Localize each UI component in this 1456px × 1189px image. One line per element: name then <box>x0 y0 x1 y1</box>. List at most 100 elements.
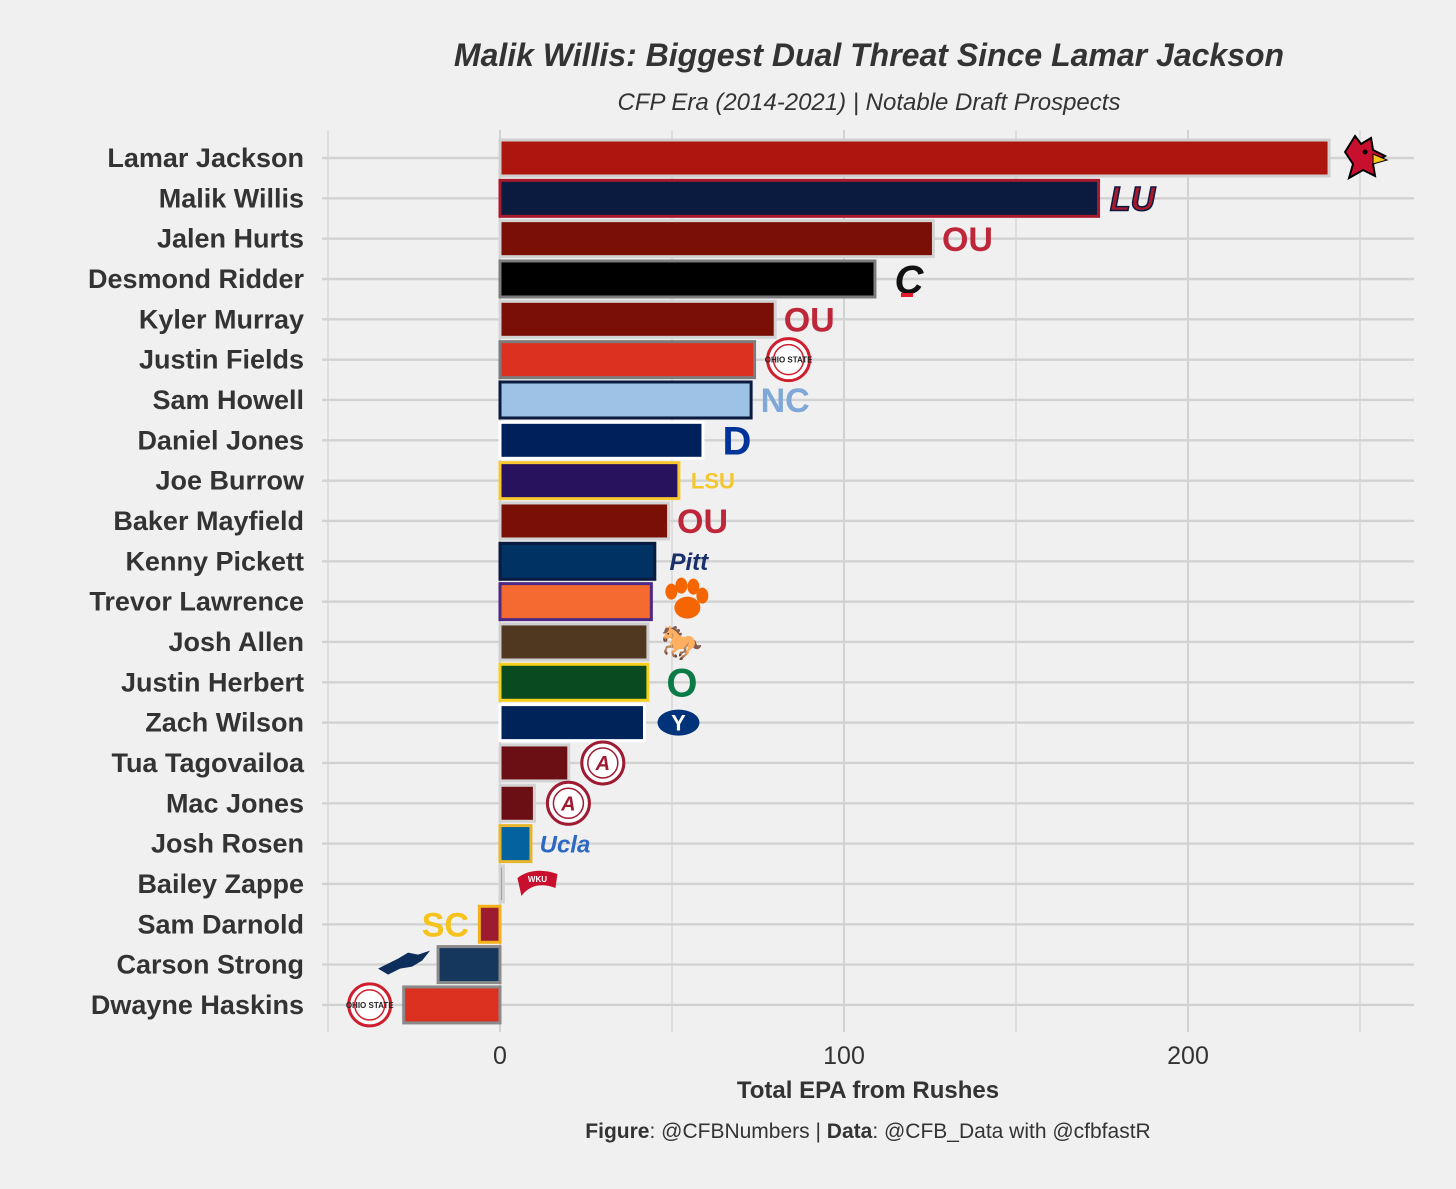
bar-kenny-pickett <box>498 541 657 581</box>
pitt-logo: Pitt <box>669 549 709 576</box>
logo-text: D <box>723 420 752 464</box>
logo-text: O <box>666 662 697 706</box>
logo-text: NC <box>761 382 810 420</box>
louisville-cardinal-logo <box>1343 134 1389 181</box>
logo-accent <box>900 292 913 297</box>
logo-paw-toe <box>696 587 709 604</box>
logos-group: LU OU C OU OHIO STATE NCD LSU OU Pitt 🐎OY AA Ucla WK… <box>346 134 1389 1028</box>
y-tick-label: Bailey Zappe <box>137 869 304 899</box>
y-tick-label: Kyler Murray <box>139 304 304 334</box>
y-tick-label: Justin Fields <box>139 345 304 375</box>
bar-joe-burrow <box>498 461 681 501</box>
y-tick-label: Jalen Hurts <box>157 224 304 254</box>
oklahoma-ou-logo: OU <box>784 302 835 340</box>
y-tick-label: Zach Wilson <box>145 708 304 738</box>
bar-dwayne-haskins <box>402 985 502 1025</box>
logo-text: LSU <box>691 469 735 494</box>
bar-jalen-hurts <box>498 219 935 259</box>
y-tick-label: Desmond Ridder <box>88 264 305 294</box>
logo-text: SC <box>422 907 469 945</box>
caption-data-value: : @CFB_Data with @cfbfastR <box>872 1120 1150 1143</box>
logo-paw-toe <box>687 578 700 595</box>
usc-sc-logo: SC <box>422 907 469 945</box>
logo-paw-toe <box>675 577 688 594</box>
chart-title: Malik Willis: Biggest Dual Threat Since … <box>454 37 1284 73</box>
bar-josh-allen <box>498 622 650 662</box>
bar-desmond-ridder <box>498 259 877 299</box>
byu-y-logo: Y <box>657 709 700 736</box>
cincinnati-c-logo: C <box>895 258 925 302</box>
y-tick-label: Dwayne Haskins <box>91 990 304 1020</box>
wyoming-bucking-horse-logo: 🐎 <box>661 624 703 662</box>
ohio-state-logo: OHIO STATE <box>346 982 394 1028</box>
caption-figure-value: : @CFBNumbers | <box>649 1120 826 1143</box>
y-axis-labels: Lamar Jackson Malik Willis Jalen Hurts Desm… <box>88 143 305 1020</box>
caption-data-label: Data <box>827 1120 873 1143</box>
logo-text: OU <box>677 503 728 541</box>
y-tick-label: Sam Darnold <box>137 909 304 939</box>
y-tick-label: Kenny Pickett <box>125 546 304 576</box>
logo-inner-ring <box>587 747 619 779</box>
bar-baker-mayfield <box>498 501 671 541</box>
y-tick-label: Tua Tagovailoa <box>111 748 305 778</box>
logo-text: Pitt <box>669 549 709 576</box>
bar-tua-tagovailoa <box>498 743 571 783</box>
bar-justin-herbert <box>498 662 650 702</box>
y-tick-label: Mac Jones <box>166 788 304 818</box>
x-axis-label: Total EPA from Rushes <box>737 1077 999 1104</box>
bar-sam-darnold <box>477 904 502 944</box>
y-tick-label: Lamar Jackson <box>107 143 304 173</box>
bar-justin-fields <box>498 340 757 380</box>
bar-bailey-zappe <box>498 864 505 904</box>
x-axis-tick-labels: 0 100 200 <box>493 1042 1209 1070</box>
caption: Figure: @CFBNumbers | Data: @CFB_Data wi… <box>585 1120 1150 1143</box>
logo-text: OHIO STATE <box>765 356 813 365</box>
logo-inner-ring <box>552 787 585 820</box>
chart-subtitle: CFP Era (2014-2021) | Notable Draft Pros… <box>618 89 1121 116</box>
logo-text: LU <box>1110 181 1157 219</box>
logo-text: Ucla <box>540 831 591 858</box>
logo-text: OHIO STATE <box>346 1001 394 1010</box>
y-tick-label: Malik Willis <box>159 183 304 213</box>
logo-inner-ring <box>353 989 386 1021</box>
liberty-lu-logo: LU <box>1109 180 1157 220</box>
bar-zach-wilson <box>498 703 646 743</box>
x-tick-label: 100 <box>823 1042 865 1070</box>
bar-mac-jones <box>498 783 536 823</box>
clemson-paw-logo <box>665 577 709 619</box>
oklahoma-ou-logo: OU <box>942 221 993 259</box>
bar-sam-howell <box>498 380 753 420</box>
bar-trevor-lawrence <box>498 582 653 622</box>
logo-oval <box>657 709 700 736</box>
logo-paw-toe <box>665 583 678 600</box>
y-tick-label: Sam Howell <box>152 385 304 415</box>
alabama-a-logo: A <box>580 740 626 786</box>
logo-bird-beak <box>1372 153 1389 165</box>
y-tick-label: Baker Mayfield <box>113 506 304 536</box>
alabama-a-logo: A <box>545 780 591 826</box>
logo-text: Y <box>671 711 686 736</box>
logo-wolf <box>378 950 431 975</box>
y-tick-label: Carson Strong <box>116 950 304 980</box>
y-tick-label: Justin Herbert <box>121 667 304 697</box>
nevada-wolf-logo <box>378 950 431 975</box>
ohio-state-logo: OHIO STATE <box>765 337 813 383</box>
bar-lamar-jackson <box>498 138 1331 178</box>
ucla-logo: Ucla <box>540 831 591 858</box>
bars-group <box>402 138 1331 1025</box>
bar-malik-willis <box>498 178 1101 218</box>
logo-paw-pad <box>674 596 701 619</box>
western-kentucky-towel-logo: WKU <box>517 870 558 896</box>
logo-text: 🐎 <box>661 624 703 662</box>
x-tick-label: 0 <box>493 1042 507 1070</box>
y-tick-label: Trevor Lawrence <box>89 587 304 617</box>
logo-text: OU <box>784 302 835 340</box>
x-tick-label: 200 <box>1167 1042 1209 1070</box>
duke-d-logo: D <box>723 420 752 464</box>
bar-daniel-jones <box>498 420 705 460</box>
oregon-o-logo: O <box>666 662 697 706</box>
bar-josh-rosen <box>498 824 533 864</box>
logo-bird-eye <box>1362 149 1368 155</box>
